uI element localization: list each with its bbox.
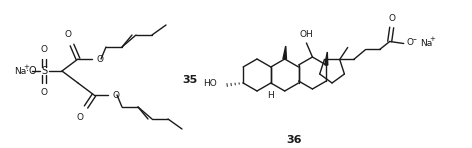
Text: +: + bbox=[23, 64, 29, 70]
Text: O: O bbox=[112, 90, 119, 99]
Text: O: O bbox=[41, 88, 48, 97]
Polygon shape bbox=[283, 46, 287, 59]
Text: H: H bbox=[268, 91, 274, 100]
Text: O: O bbox=[76, 113, 84, 122]
Text: ·O: ·O bbox=[26, 66, 37, 76]
Text: O: O bbox=[388, 15, 395, 24]
Text: O: O bbox=[65, 30, 71, 39]
Text: +: + bbox=[430, 37, 436, 42]
Text: HO: HO bbox=[203, 79, 217, 89]
Text: S: S bbox=[41, 66, 47, 76]
Text: O: O bbox=[96, 54, 103, 63]
Text: 36: 36 bbox=[287, 135, 302, 145]
Polygon shape bbox=[325, 52, 328, 65]
Text: O: O bbox=[41, 45, 48, 54]
Text: O: O bbox=[407, 38, 413, 47]
Text: Na: Na bbox=[420, 39, 432, 48]
Text: 35: 35 bbox=[182, 75, 198, 85]
Text: OH: OH bbox=[300, 30, 313, 39]
Text: –: – bbox=[413, 35, 417, 44]
Text: Na: Na bbox=[14, 66, 26, 75]
